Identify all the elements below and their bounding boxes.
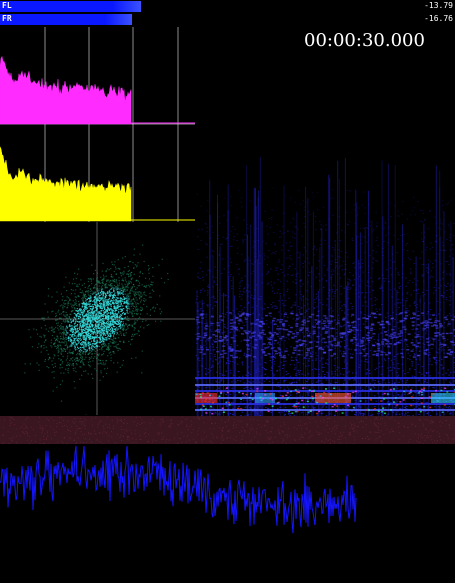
meter-fr-value: -16.76: [424, 14, 453, 23]
waveform-graph: [0, 445, 357, 534]
meter-fl-value: -13.79: [424, 1, 453, 10]
vectorscope-cloud: [24, 244, 169, 415]
spectrogram-texture: [195, 157, 455, 416]
level-band: [0, 416, 455, 445]
waveform-trace: [0, 445, 357, 534]
timecode: 00:00:30.000: [304, 30, 425, 51]
spectrum-graph: [0, 27, 195, 222]
meter-fl-bar: [0, 1, 141, 12]
meter-fr-label: FR: [2, 14, 12, 23]
spectrogram-panel: [195, 27, 455, 416]
meter-fr: FR -16.76: [0, 13, 455, 26]
vectorscope-panel: [0, 222, 195, 415]
waveform-panel: [0, 444, 455, 583]
spectrum-panel: [0, 27, 195, 222]
meter-fr-bar: [0, 14, 132, 25]
meter-fl: FL -13.79: [0, 0, 455, 13]
vectorscope-graph: [0, 222, 195, 415]
meter-fl-label: FL: [2, 1, 12, 10]
spectrogram-graph: [195, 157, 455, 416]
